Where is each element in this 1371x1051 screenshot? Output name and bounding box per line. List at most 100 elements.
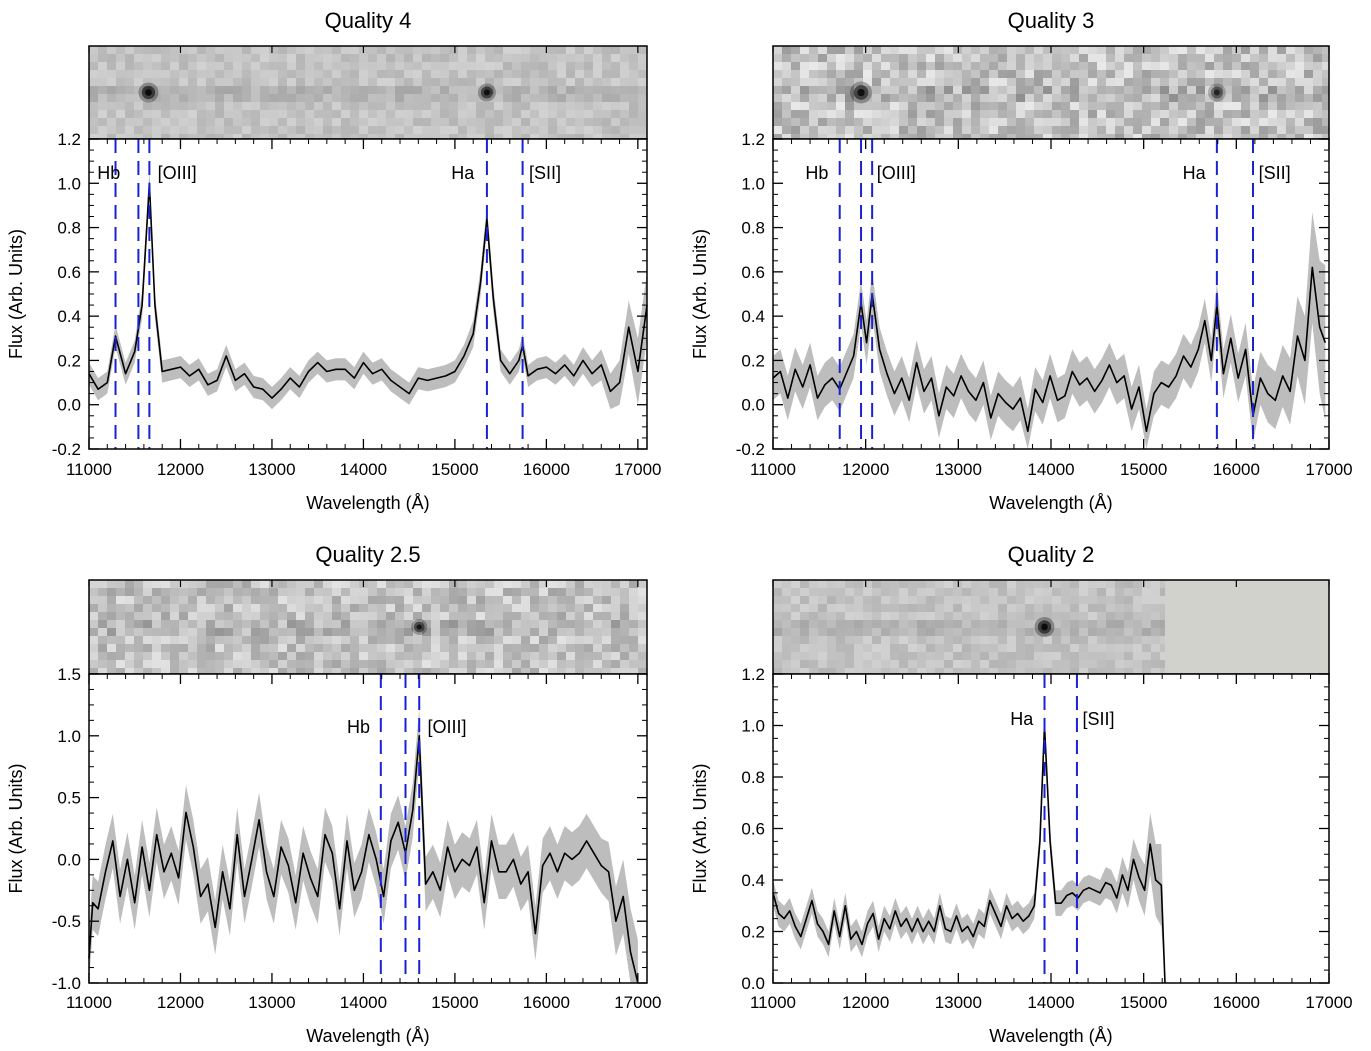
image-pixel [818,620,827,628]
image-pixel [1124,126,1133,134]
image-pixel [1304,62,1313,70]
image-pixel [890,118,899,126]
image-pixel [989,668,998,674]
image-pixel [332,612,341,620]
image-pixel [206,660,215,668]
image-pixel [1070,94,1079,102]
image-pixel [971,62,980,70]
image-pixel [1007,652,1016,660]
image-pixel [521,668,530,674]
image-pixel [467,46,476,54]
image-pixel [854,620,863,628]
image-pixel [503,668,512,674]
image-pixel [476,62,485,70]
y-tick-label: 0.0 [57,396,81,415]
image-pixel [980,110,989,118]
image-pixel [800,62,809,70]
emission-blob [483,89,490,96]
image-pixel [233,580,242,588]
image-pixel [557,620,566,628]
image-pixel [1169,46,1178,54]
image-pixel [1259,46,1268,54]
image-pixel [575,620,584,628]
image-pixel [377,46,386,54]
image-pixel [1295,70,1304,78]
image-pixel [602,580,611,588]
image-pixel [224,118,233,126]
image-pixel [809,652,818,660]
image-pixel [116,134,125,139]
image-pixel [341,70,350,78]
image-pixel [809,102,818,110]
image-pixel [872,596,881,604]
image-pixel [530,78,539,86]
image-pixel [782,86,791,94]
image-pixel [161,78,170,86]
image-pixel [1079,668,1088,674]
image-pixel [1016,110,1025,118]
image-pixel [224,62,233,70]
image-pixel [170,660,179,668]
image-pixel [1034,620,1043,628]
image-pixel [467,668,476,674]
image-pixel [476,70,485,78]
image-pixel [998,612,1007,620]
image-pixel [953,620,962,628]
image-pixel [377,612,386,620]
image-pixel [575,70,584,78]
image-pixel [386,102,395,110]
image-pixel [1016,604,1025,612]
y-tick-label: 1.0 [57,727,81,746]
image-pixel [1205,126,1214,134]
image-pixel [1232,86,1241,94]
image-pixel [1142,70,1151,78]
image-pixel [1007,636,1016,644]
image-pixel [926,660,935,668]
image-pixel [431,636,440,644]
image-pixel [1169,110,1178,118]
image-pixel [1007,134,1016,139]
image-pixel [521,644,530,652]
image-pixel [1259,70,1268,78]
image-pixel [1151,78,1160,86]
image-pixel [530,118,539,126]
image-pixel [197,54,206,62]
image-pixel [1025,54,1034,62]
image-pixel [800,652,809,660]
image-pixel [242,644,251,652]
image-pixel [638,612,647,620]
image-pixel [890,62,899,70]
image-pixel [1304,118,1313,126]
image-pixel [296,94,305,102]
image-pixel [350,54,359,62]
image-pixel [1016,620,1025,628]
image-pixel [881,54,890,62]
image-pixel [908,54,917,62]
image-pixel [89,612,98,620]
image-pixel [602,78,611,86]
image-pixel [1241,110,1250,118]
y-tick-label: -0.2 [52,440,81,459]
image-pixel [440,134,449,139]
image-pixel [782,126,791,134]
image-pixel [881,118,890,126]
x-tick-label: 12000 [157,993,204,1012]
image-pixel [251,620,260,628]
image-pixel [503,54,512,62]
image-pixel [170,588,179,596]
image-pixel [1142,604,1151,612]
image-pixel [1070,78,1079,86]
image-pixel [116,102,125,110]
image-pixel [629,86,638,94]
image-pixel [593,118,602,126]
image-pixel [143,102,152,110]
image-pixel [116,604,125,612]
image-pixel [773,588,782,596]
image-pixel [368,580,377,588]
image-pixel [233,588,242,596]
image-pixel [530,660,539,668]
image-pixel [980,612,989,620]
image-pixel [422,668,431,674]
image-pixel [836,54,845,62]
image-pixel [395,620,404,628]
